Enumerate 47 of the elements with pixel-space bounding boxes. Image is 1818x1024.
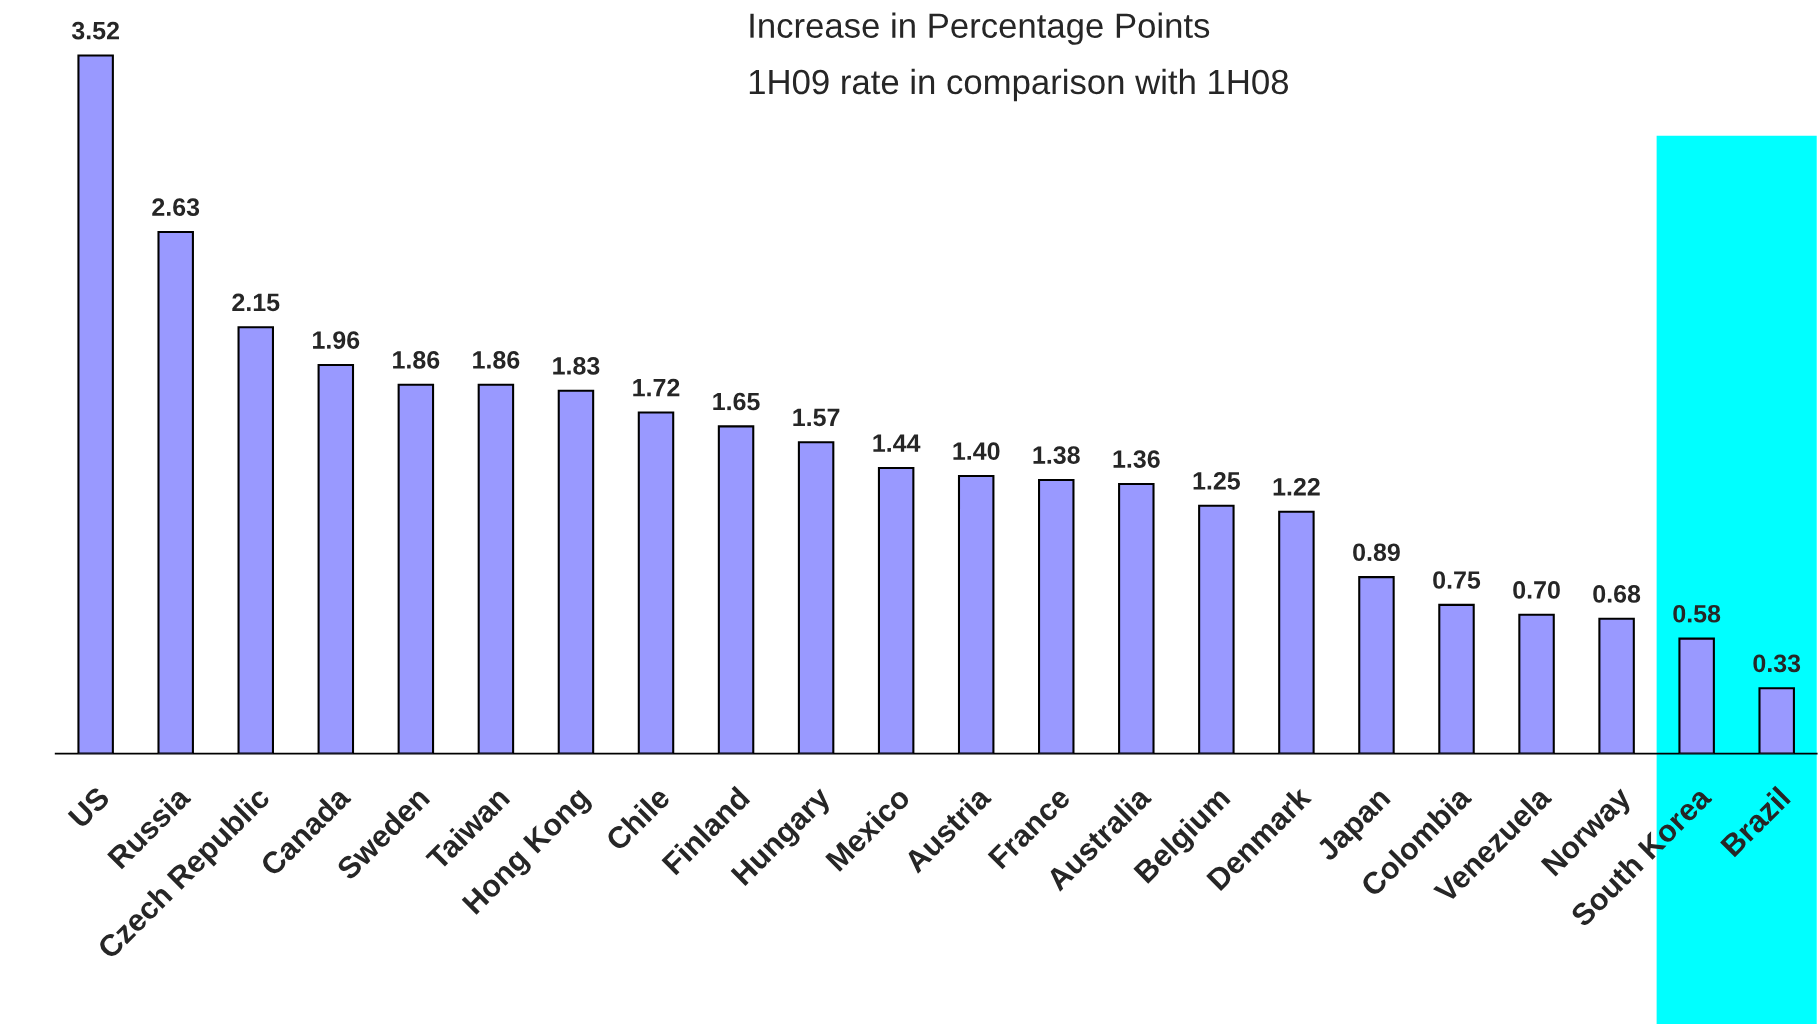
data-label: 1.65 (713, 392, 760, 411)
bar (957, 474, 995, 754)
bar (157, 231, 194, 754)
data-label: 1.44 (873, 434, 921, 452)
data-label: 1.25 (1193, 471, 1240, 490)
data-label: 0.89 (1353, 543, 1400, 562)
bar (637, 411, 675, 754)
bar (1278, 510, 1315, 754)
chart-subtitle: 1H09 rate in comparison with 1H08 (749, 68, 1289, 102)
bar (1358, 576, 1395, 754)
x-tick-label: US (67, 785, 111, 829)
data-label: 0.33 (1753, 654, 1801, 673)
data-label: 0.70 (1513, 581, 1560, 599)
data-label: 1.86 (473, 351, 520, 369)
data-label: 1.38 (1033, 446, 1080, 464)
bar (1598, 617, 1635, 754)
bar (877, 467, 915, 754)
bar (1118, 482, 1155, 754)
bar (477, 383, 515, 754)
bar (77, 54, 114, 754)
bar (557, 389, 595, 754)
data-label: 1.40 (953, 442, 1000, 460)
bar (797, 441, 835, 754)
data-label: 0.58 (1673, 604, 1721, 623)
data-label: 2.15 (232, 293, 280, 312)
bar (1518, 613, 1555, 754)
data-label: 0.68 (1593, 585, 1641, 603)
bar (397, 383, 435, 754)
data-label: 1.36 (1113, 450, 1160, 468)
bar (1758, 687, 1795, 754)
data-label: 1.22 (1273, 477, 1320, 496)
data-label: 1.86 (393, 351, 440, 369)
bar (1438, 603, 1475, 754)
data-label: 3.52 (71, 21, 119, 40)
data-label: 1.72 (633, 378, 680, 397)
chart-title: Increase in Percentage Points (750, 12, 1210, 45)
data-label: 1.83 (553, 356, 600, 375)
bar (717, 425, 755, 754)
data-label: 2.63 (152, 198, 200, 217)
data-label: 0.75 (1433, 571, 1481, 589)
bar (317, 363, 355, 754)
data-label: 1.96 (313, 331, 360, 349)
data-label: 1.57 (793, 408, 840, 427)
bar (1038, 478, 1075, 754)
bar (1198, 504, 1235, 754)
bar (237, 326, 275, 754)
bar (1678, 637, 1715, 754)
